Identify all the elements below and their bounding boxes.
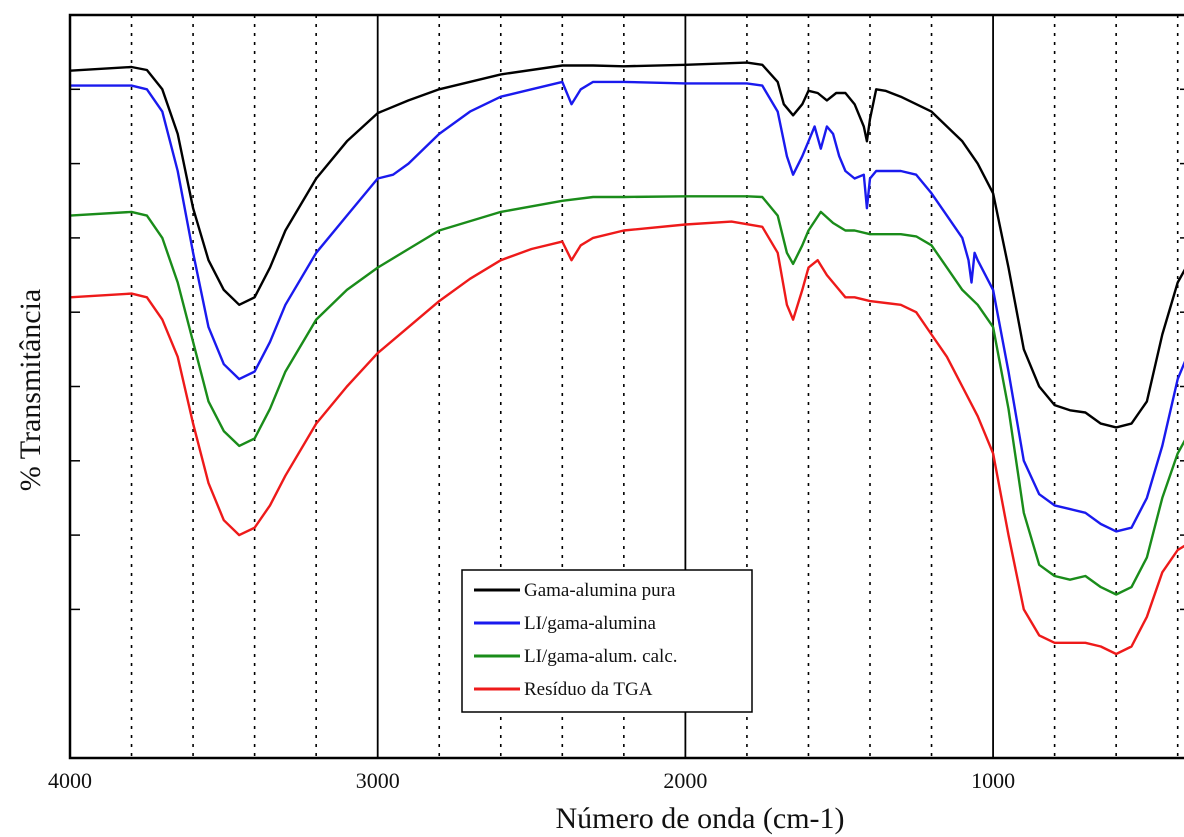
legend-label: LI/gama-alumina — [524, 613, 656, 634]
legend-label: Gama-alumina pura — [524, 580, 676, 601]
x-tick-label: 4000 — [48, 768, 92, 793]
x-tick-label: 3000 — [356, 768, 400, 793]
legend-entries: Gama-alumina pura LI/gama-alumina LI/gama-… — [474, 580, 678, 700]
series-line-1 — [69, 61, 1184, 429]
x-axis-title: Número de onda (cm-1) — [555, 802, 844, 835]
series-line-2 — [70, 80, 1184, 533]
series-line-4 — [69, 220, 1184, 656]
x-tick-label: 1000 — [971, 768, 1015, 793]
x-axis-ticks: 4000 3000 2000 1000 — [48, 768, 1015, 793]
x-tick-label: 2000 — [663, 768, 707, 793]
minor-gridlines — [130, 15, 1179, 758]
legend-label: Resíduo da TGA — [524, 679, 653, 700]
y-axis-ticks — [70, 88, 1184, 611]
legend: Gama-alumina pura LI/gama-alumina LI/gama-… — [461, 569, 753, 713]
legend-label: LI/gama-alum. calc. — [524, 646, 678, 667]
series-layer — [69, 61, 1184, 656]
series-line-3 — [69, 195, 1184, 596]
y-axis-title: % Transmitância — [14, 289, 47, 492]
